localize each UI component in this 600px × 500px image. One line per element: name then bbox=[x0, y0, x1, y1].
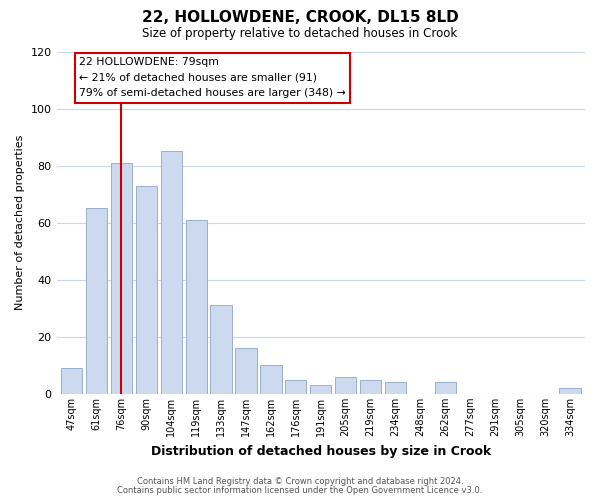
Text: 22, HOLLOWDENE, CROOK, DL15 8LD: 22, HOLLOWDENE, CROOK, DL15 8LD bbox=[142, 10, 458, 25]
Bar bbox=[136, 186, 157, 394]
Bar bbox=[260, 366, 281, 394]
Text: Size of property relative to detached houses in Crook: Size of property relative to detached ho… bbox=[142, 28, 458, 40]
Bar bbox=[61, 368, 82, 394]
Bar bbox=[285, 380, 307, 394]
Bar bbox=[335, 377, 356, 394]
Bar bbox=[360, 380, 381, 394]
Text: 22 HOLLOWDENE: 79sqm
← 21% of detached houses are smaller (91)
79% of semi-detac: 22 HOLLOWDENE: 79sqm ← 21% of detached h… bbox=[79, 57, 346, 98]
Bar bbox=[111, 163, 132, 394]
Bar bbox=[310, 386, 331, 394]
Bar bbox=[161, 152, 182, 394]
Bar bbox=[86, 208, 107, 394]
Text: Contains HM Land Registry data © Crown copyright and database right 2024.: Contains HM Land Registry data © Crown c… bbox=[137, 477, 463, 486]
Text: Contains public sector information licensed under the Open Government Licence v3: Contains public sector information licen… bbox=[118, 486, 482, 495]
Bar bbox=[235, 348, 257, 394]
Y-axis label: Number of detached properties: Number of detached properties bbox=[15, 135, 25, 310]
Bar bbox=[559, 388, 581, 394]
Bar bbox=[185, 220, 207, 394]
Bar bbox=[435, 382, 456, 394]
Bar bbox=[211, 306, 232, 394]
X-axis label: Distribution of detached houses by size in Crook: Distribution of detached houses by size … bbox=[151, 444, 491, 458]
Bar bbox=[385, 382, 406, 394]
